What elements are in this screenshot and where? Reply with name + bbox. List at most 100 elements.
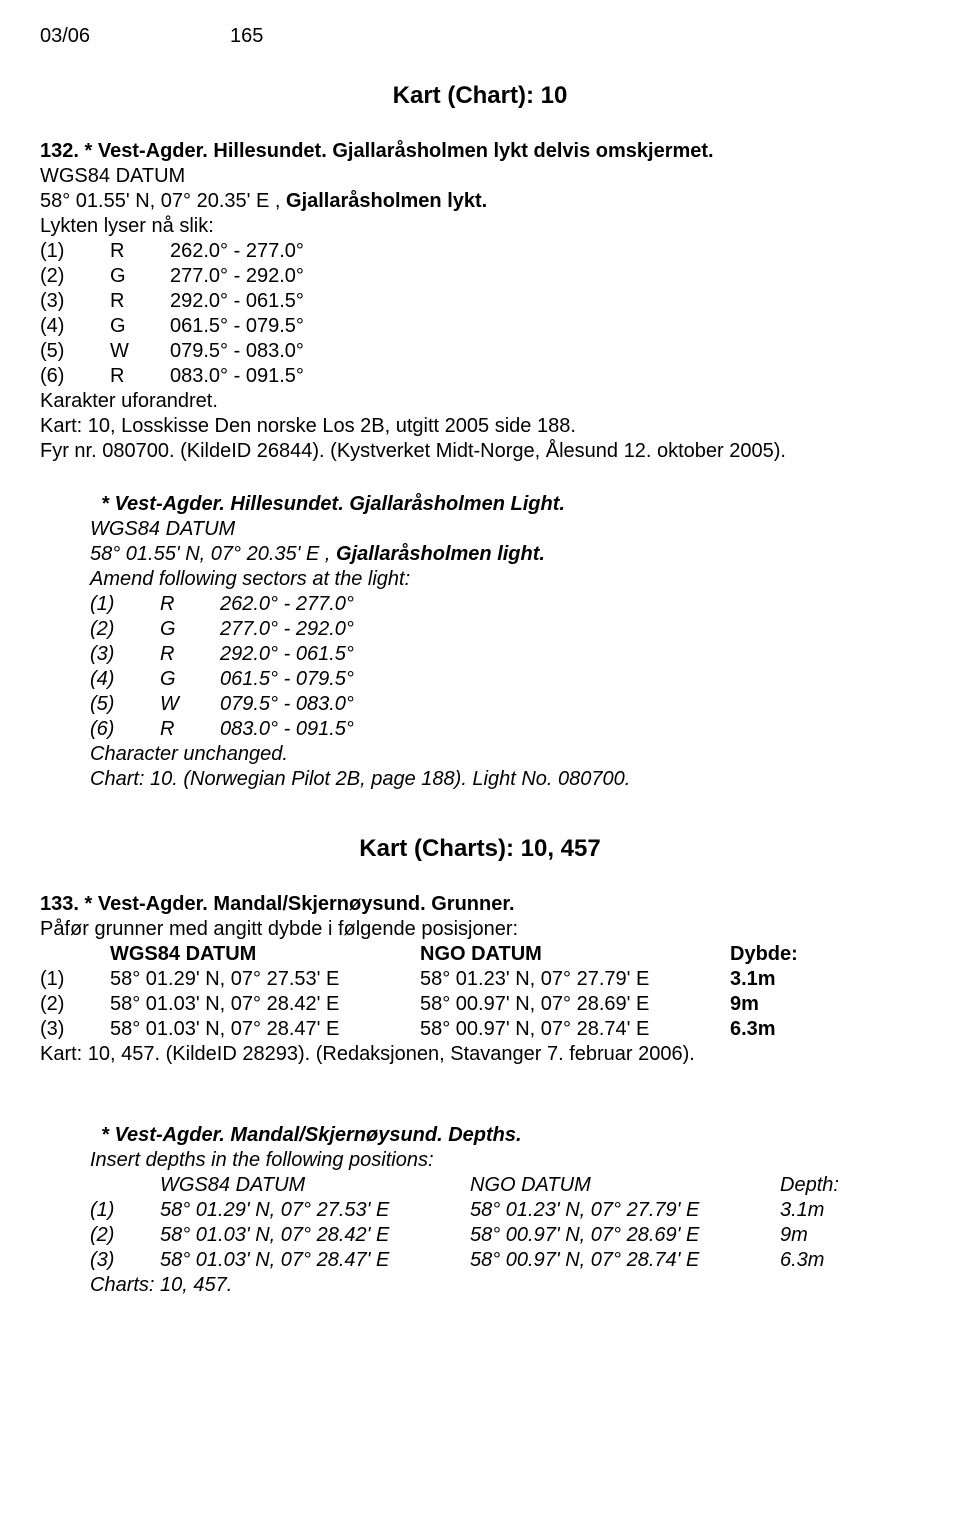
sector-color: G	[110, 264, 170, 289]
sector-row: (5) W 079.5° - 083.0°	[90, 692, 920, 717]
sector-num: (4)	[90, 667, 160, 692]
row-num: (3)	[40, 1017, 110, 1042]
sector-table: (1) R 262.0° - 277.0° (2) G 277.0° - 292…	[90, 592, 920, 742]
row-depth: 3.1m	[730, 967, 776, 992]
sector-row: (6) R 083.0° - 091.5°	[40, 364, 920, 389]
notice-title: Vest-Agder. Hillesundet. Gjallaråsholmen…	[98, 140, 714, 162]
position-line: 58° 01.55' N, 07° 20.35' E , Gjallaråsho…	[90, 542, 920, 567]
sector-num: (1)	[90, 592, 160, 617]
position-name: Gjallaråsholmen lykt.	[286, 190, 487, 212]
row-ngo: 58° 00.97' N, 07° 28.74' E	[420, 1017, 730, 1042]
sector-color: G	[160, 667, 220, 692]
depth-table: WGS84 DATUM NGO DATUM Dybde: (1) 58° 01.…	[40, 942, 920, 1042]
sector-num: (2)	[40, 264, 110, 289]
row-depth: 6.3m	[730, 1017, 776, 1042]
notice-heading: * Vest-Agder. Hillesundet. Gjallaråsholm…	[90, 492, 920, 517]
trail-line: Kart: 10, 457. (KildeID 28293). (Redaksj…	[40, 1042, 920, 1067]
depth-table: WGS84 DATUM NGO DATUM Depth: (1) 58° 01.…	[90, 1173, 920, 1273]
position-text: 58° 01.55' N, 07° 20.35' E ,	[40, 190, 286, 212]
notice-title: Vest-Agder. Mandal/Skjernøysund. Depths.	[114, 1124, 521, 1146]
table-row: (2) 58° 01.03' N, 07° 28.42' E 58° 00.97…	[90, 1223, 920, 1248]
col-ngo: NGO DATUM	[470, 1173, 780, 1198]
row-wgs: 58° 01.03' N, 07° 28.47' E	[160, 1248, 470, 1273]
sector-range: 277.0° - 292.0°	[170, 264, 304, 289]
sector-num: (4)	[40, 314, 110, 339]
notice-prefix: *	[90, 1124, 114, 1146]
sector-range: 083.0° - 091.5°	[170, 364, 304, 389]
notice-heading: 133. * Vest-Agder. Mandal/Skjernøysund. …	[40, 892, 920, 917]
row-ngo: 58° 01.23' N, 07° 27.79' E	[470, 1198, 780, 1223]
sector-range: 292.0° - 061.5°	[220, 642, 354, 667]
col-wgs: WGS84 DATUM	[160, 1173, 470, 1198]
intro-line: Amend following sectors at the light:	[90, 567, 920, 592]
col-blank	[90, 1173, 160, 1198]
sector-range: 061.5° - 079.5°	[220, 667, 354, 692]
row-num: (2)	[40, 992, 110, 1017]
sector-color: R	[110, 289, 170, 314]
trail-line: Charts: 10, 457.	[90, 1273, 920, 1298]
sector-color: G	[110, 314, 170, 339]
notice-heading: * Vest-Agder. Mandal/Skjernøysund. Depth…	[90, 1123, 920, 1148]
notice-heading: 132. * Vest-Agder. Hillesundet. Gjallarå…	[40, 139, 920, 164]
datum-line: WGS84 DATUM	[40, 164, 920, 189]
sector-color: R	[160, 592, 220, 617]
datum-line: WGS84 DATUM	[90, 517, 920, 542]
sector-range: 277.0° - 292.0°	[220, 617, 354, 642]
col-ngo: NGO DATUM	[420, 942, 730, 967]
notice-title: Vest-Agder. Hillesundet. Gjallaråsholmen…	[114, 493, 564, 515]
sector-range: 292.0° - 061.5°	[170, 289, 304, 314]
sector-row: (4) G 061.5° - 079.5°	[40, 314, 920, 339]
notice-132-en: * Vest-Agder. Hillesundet. Gjallaråsholm…	[90, 492, 920, 792]
table-row: (3) 58° 01.03' N, 07° 28.47' E 58° 00.97…	[90, 1248, 920, 1273]
row-ngo: 58° 00.97' N, 07° 28.69' E	[420, 992, 730, 1017]
sector-num: (5)	[90, 692, 160, 717]
sector-range: 083.0° - 091.5°	[220, 717, 354, 742]
sector-range: 079.5° - 083.0°	[170, 339, 304, 364]
sector-row: (1) R 262.0° - 277.0°	[90, 592, 920, 617]
row-num: (2)	[90, 1223, 160, 1248]
sector-color: R	[110, 364, 170, 389]
chart-title-1: Kart (Chart): 10	[40, 81, 920, 111]
row-wgs: 58° 01.03' N, 07° 28.42' E	[160, 1223, 470, 1248]
table-row: (1) 58° 01.29' N, 07° 27.53' E 58° 01.23…	[90, 1198, 920, 1223]
position-name: Gjallaråsholmen light.	[336, 543, 545, 565]
sector-color: W	[160, 692, 220, 717]
table-row: (1) 58° 01.29' N, 07° 27.53' E 58° 01.23…	[40, 967, 920, 992]
sector-range: 262.0° - 277.0°	[220, 592, 354, 617]
notice-133-en: * Vest-Agder. Mandal/Skjernøysund. Depth…	[90, 1123, 920, 1298]
row-num: (1)	[40, 967, 110, 992]
sector-color: R	[160, 717, 220, 742]
notice-title: Vest-Agder. Mandal/Skjernøysund. Grunner…	[98, 893, 515, 915]
sector-range: 262.0° - 277.0°	[170, 239, 304, 264]
row-depth: 3.1m	[780, 1198, 824, 1223]
sector-range: 061.5° - 079.5°	[170, 314, 304, 339]
notice-132: 132. * Vest-Agder. Hillesundet. Gjallarå…	[40, 139, 920, 464]
row-depth: 6.3m	[780, 1248, 824, 1273]
table-header-row: WGS84 DATUM NGO DATUM Depth:	[90, 1173, 920, 1198]
row-num: (3)	[90, 1248, 160, 1273]
sector-num: (6)	[40, 364, 110, 389]
sector-row: (4) G 061.5° - 079.5°	[90, 667, 920, 692]
trail-line: Chart: 10. (Norwegian Pilot 2B, page 188…	[90, 767, 920, 792]
sector-num: (5)	[40, 339, 110, 364]
sector-num: (3)	[40, 289, 110, 314]
table-row: (2) 58° 01.03' N, 07° 28.42' E 58° 00.97…	[40, 992, 920, 1017]
intro-line: Påfør grunner med angitt dybde i følgend…	[40, 917, 920, 942]
col-blank	[40, 942, 110, 967]
trail-line: Karakter uforandret.	[40, 389, 920, 414]
notice-number: 133. *	[40, 893, 98, 915]
notice-number: 132. *	[40, 140, 98, 162]
notice-133: 133. * Vest-Agder. Mandal/Skjernøysund. …	[40, 892, 920, 1067]
row-wgs: 58° 01.03' N, 07° 28.47' E	[110, 1017, 420, 1042]
intro-line: Lykten lyser nå slik:	[40, 214, 920, 239]
sector-num: (3)	[90, 642, 160, 667]
row-depth: 9m	[780, 1223, 808, 1248]
sector-num: (2)	[90, 617, 160, 642]
row-wgs: 58° 01.29' N, 07° 27.53' E	[160, 1198, 470, 1223]
position-text: 58° 01.55' N, 07° 20.35' E ,	[90, 543, 336, 565]
sector-color: W	[110, 339, 170, 364]
trail-line: Fyr nr. 080700. (KildeID 26844). (Kystve…	[40, 439, 920, 464]
row-num: (1)	[90, 1198, 160, 1223]
col-depth: Dybde:	[730, 942, 798, 967]
sector-table: (1) R 262.0° - 277.0° (2) G 277.0° - 292…	[40, 239, 920, 389]
